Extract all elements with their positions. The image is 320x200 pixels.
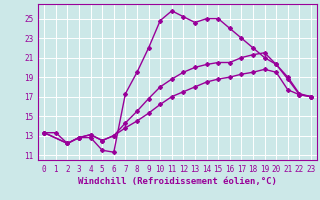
X-axis label: Windchill (Refroidissement éolien,°C): Windchill (Refroidissement éolien,°C) xyxy=(78,177,277,186)
